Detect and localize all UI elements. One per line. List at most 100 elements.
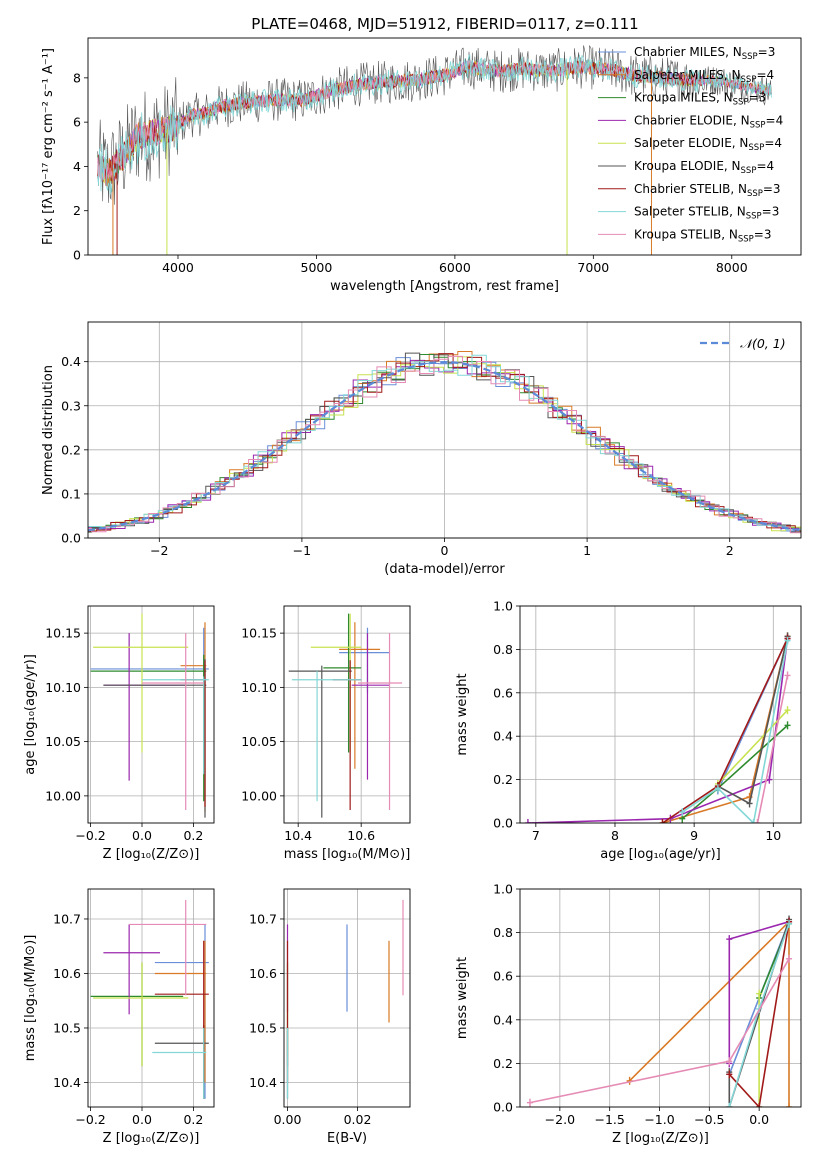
x-tick-label: −1.5 bbox=[595, 1112, 625, 1127]
x-tick-label: 10 bbox=[765, 828, 781, 843]
x-tick-label: 0.0 bbox=[132, 828, 152, 843]
panel-mass-vs-Z: −0.2 0.0 0.2 10.4 10.5 10.6 10.7 Z [log₁₀(Z/Z⊙)… bbox=[23, 888, 215, 1146]
panel-spectrum: 4000 5000 6000 7000 8000 0 2 4 6 8 wavelength [Ang… bbox=[41, 37, 802, 294]
mass-weight-series bbox=[526, 954, 793, 1107]
x-axis-label: Z [log₁₀(Z/Z⊙)] bbox=[103, 847, 200, 862]
y-tick-label: 10.7 bbox=[249, 911, 277, 926]
axes-frame bbox=[87, 605, 215, 824]
x-tick-label: 10.4 bbox=[284, 828, 312, 843]
normal-reference-curve bbox=[88, 360, 801, 532]
x-tick-label: 7 bbox=[532, 828, 540, 843]
y-tick-label: 0.4 bbox=[493, 729, 513, 744]
legend-label: Salpeter ELODIE, NSSP=4 bbox=[634, 136, 782, 153]
y-tick-label: 10.5 bbox=[53, 1020, 81, 1035]
x-tick-label: −0.5 bbox=[694, 1112, 724, 1127]
y-tick-label: 0.4 bbox=[493, 1012, 513, 1027]
y-tick-label: 0.0 bbox=[61, 531, 81, 546]
errorbar-point bbox=[90, 962, 184, 1067]
series-line bbox=[756, 675, 789, 823]
x-axis-label: mass [log₁₀(M/M⊙)] bbox=[284, 847, 411, 862]
y-tick-label: 10.6 bbox=[249, 966, 277, 981]
y-tick-label: 0.3 bbox=[61, 398, 81, 413]
spectrum-series-line bbox=[97, 54, 772, 195]
histogram-series bbox=[88, 359, 801, 530]
y-tick-label: 10.6 bbox=[53, 966, 81, 981]
legend-label: Chabrier ELODIE, NSSP=4 bbox=[634, 113, 783, 130]
x-tick-label: −1 bbox=[293, 543, 311, 558]
y-tick-label: 10.10 bbox=[45, 680, 81, 695]
x-tick-label: −0.2 bbox=[75, 828, 105, 843]
legend-label: Kroupa MILES, NSSP=3 bbox=[634, 91, 766, 108]
y-tick-label: 0.6 bbox=[493, 969, 513, 984]
x-tick-label: 0.2 bbox=[183, 828, 203, 843]
y-axis-label: age [log₁₀(age/yr)] bbox=[23, 654, 38, 775]
y-tick-label: 0.2 bbox=[493, 772, 513, 787]
errorbar-point bbox=[90, 654, 207, 802]
errorbar-point bbox=[142, 633, 204, 810]
y-tick-label: 10.05 bbox=[241, 734, 277, 749]
y-tick-label: 10.4 bbox=[249, 1075, 277, 1090]
y-tick-label: 0.0 bbox=[493, 816, 513, 831]
histogram-series bbox=[88, 354, 801, 531]
errorbar-point bbox=[323, 613, 362, 753]
errorbar-point bbox=[93, 962, 189, 1067]
axes-frame bbox=[87, 321, 802, 539]
axes-frame bbox=[519, 605, 802, 824]
errorbar-point bbox=[152, 1027, 207, 1099]
x-tick-label: 8 bbox=[611, 828, 619, 843]
errorbar-point bbox=[291, 671, 362, 802]
x-tick-label: 10.6 bbox=[347, 828, 375, 843]
y-tick-label: 0.0 bbox=[493, 1100, 513, 1115]
legend-label: Chabrier STELIB, NSSP=3 bbox=[634, 182, 781, 199]
axes-frame bbox=[283, 888, 411, 1108]
plot-area bbox=[288, 613, 403, 818]
panel-age-vs-Z: −0.2 0.0 0.2 10.00 10.05 10.10 10.15 Z [log₁₀(Z… bbox=[23, 605, 215, 862]
y-tick-label: 0.2 bbox=[493, 1056, 513, 1071]
y-tick-label: 0.4 bbox=[61, 354, 81, 369]
series-line bbox=[728, 921, 790, 1107]
x-tick-label: −2.0 bbox=[545, 1112, 575, 1127]
panel-massweight-vs-Z: −2.0 −1.5 −1.0 −0.5 0.0 0.0 0.2 0.4 0.6 0.8 1.0 Z [… bbox=[455, 882, 802, 1146]
y-tick-label: 10.00 bbox=[45, 788, 81, 803]
plot-area bbox=[97, 45, 772, 255]
x-tick-label: 0 bbox=[441, 543, 449, 558]
x-tick-label: −2 bbox=[150, 543, 168, 558]
y-tick-label: 10.7 bbox=[53, 911, 81, 926]
panel-massweight-vs-age: 7 8 9 10 0.0 0.2 0.4 0.6 0.8 1.0 age [log₁₀(age/yr… bbox=[455, 599, 802, 862]
axes-frame bbox=[87, 37, 802, 256]
errorbar-point bbox=[288, 665, 352, 818]
x-tick-label: 5000 bbox=[301, 260, 333, 275]
x-tick-label: 8000 bbox=[716, 260, 748, 275]
x-tick-label: −1.0 bbox=[644, 1112, 674, 1127]
x-tick-label: 0.00 bbox=[274, 1112, 302, 1127]
errorbar-point bbox=[90, 627, 209, 769]
mass-weight-series bbox=[754, 671, 791, 823]
y-axis-label: mass weight bbox=[455, 957, 470, 1039]
y-tick-label: 6 bbox=[73, 115, 81, 130]
errorbar-point bbox=[103, 924, 160, 1015]
plot-area bbox=[526, 915, 793, 1107]
x-tick-label: 2 bbox=[726, 543, 734, 558]
y-tick-label: 2 bbox=[73, 203, 81, 218]
errorbar-point bbox=[332, 660, 362, 810]
y-tick-label: 0.8 bbox=[493, 925, 513, 940]
y-tick-label: 10.5 bbox=[249, 1020, 277, 1035]
errorbar-point bbox=[154, 1025, 209, 1099]
mass-weight-series bbox=[679, 636, 791, 823]
legend-label: Chabrier MILES, NSSP=3 bbox=[634, 45, 775, 62]
y-tick-label: 0.2 bbox=[61, 442, 81, 457]
histogram-series bbox=[88, 356, 801, 532]
x-tick-label: 1 bbox=[583, 543, 591, 558]
plot-area bbox=[524, 632, 791, 823]
y-tick-label: 0.8 bbox=[493, 642, 513, 657]
errorbar-point bbox=[154, 924, 209, 1099]
panel-age-vs-mass: 10.4 10.6 10.00 10.05 10.10 10.15 mass [log₁₀(… bbox=[241, 605, 411, 862]
x-tick-label: 7000 bbox=[577, 260, 609, 275]
x-axis-label: Z [log₁₀(Z/Z⊙)] bbox=[612, 1131, 709, 1146]
y-axis-label: mass [log₁₀(M/M⊙)] bbox=[23, 935, 38, 1062]
errorbar-point bbox=[103, 633, 186, 781]
y-tick-label: 4 bbox=[73, 159, 81, 174]
legend-label: Kroupa ELODIE, NSSP=4 bbox=[634, 159, 774, 176]
x-tick-label: −0.2 bbox=[75, 1112, 105, 1127]
